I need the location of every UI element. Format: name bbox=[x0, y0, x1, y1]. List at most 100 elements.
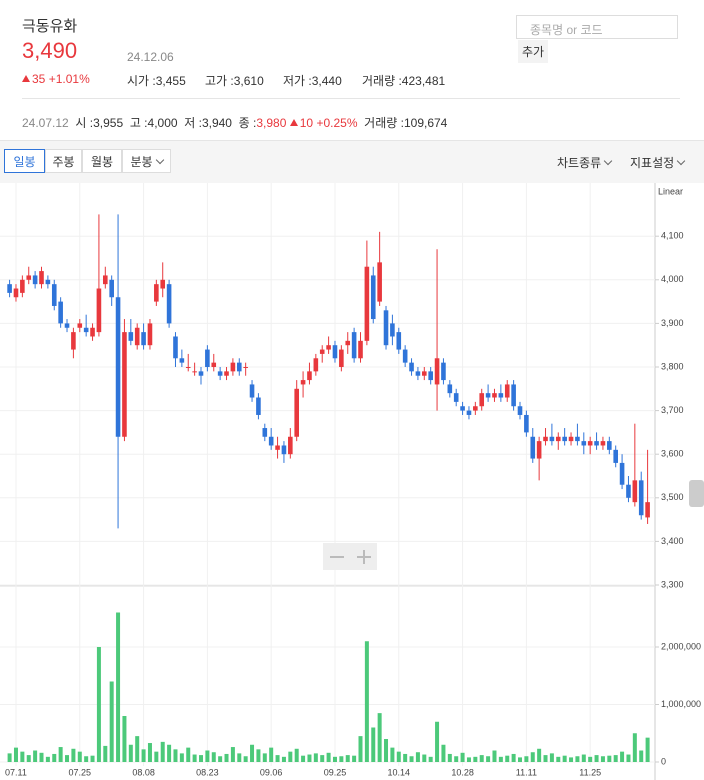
stat-value: 3,440 bbox=[311, 74, 342, 88]
volume-bar bbox=[135, 736, 140, 762]
candle-body bbox=[575, 436, 580, 442]
volume-bar bbox=[422, 754, 427, 762]
search-placeholder: 종목명 or 코드 bbox=[530, 23, 603, 37]
y-tick-label: 3,300 bbox=[661, 579, 684, 589]
volume-bar bbox=[275, 755, 280, 762]
candle-body bbox=[198, 371, 204, 376]
volume-bar bbox=[364, 641, 369, 762]
volume-bar bbox=[390, 747, 395, 762]
volume-bar bbox=[33, 750, 38, 762]
volume-bar bbox=[122, 716, 127, 762]
candle-body bbox=[370, 275, 376, 320]
candle-body bbox=[307, 371, 312, 381]
candle-body bbox=[13, 288, 19, 298]
candle-body bbox=[96, 288, 102, 333]
candle-body bbox=[358, 340, 363, 359]
candle-body bbox=[71, 332, 76, 350]
volume-bar bbox=[90, 755, 95, 762]
volume-bar bbox=[613, 755, 618, 762]
volume-bar bbox=[230, 747, 235, 762]
volume-bar bbox=[639, 750, 644, 762]
volume-bar bbox=[473, 756, 478, 762]
scale-label: Linear bbox=[658, 186, 683, 196]
volume-bar bbox=[301, 755, 306, 762]
candle-body bbox=[166, 284, 172, 324]
candle-body bbox=[613, 449, 618, 463]
y-tick-label: 3,900 bbox=[661, 318, 684, 328]
candle-body bbox=[90, 327, 95, 337]
candle-body bbox=[294, 388, 299, 437]
volume-bar bbox=[326, 752, 331, 762]
hover-date: 24.07.12 bbox=[22, 116, 69, 130]
tab[interactable]: 일봉 bbox=[4, 149, 45, 173]
candle-body bbox=[466, 410, 472, 415]
volume-bar bbox=[141, 749, 146, 762]
tab-label: 월봉 bbox=[90, 155, 114, 169]
candle-body bbox=[530, 436, 536, 459]
hover-label: 종 : bbox=[238, 116, 257, 130]
stat-label: 거래량 : bbox=[362, 74, 402, 88]
candle-body bbox=[332, 345, 338, 359]
chart-type-menu[interactable]: 차트종류 bbox=[557, 154, 613, 171]
volume-bar bbox=[581, 754, 586, 762]
candle-body bbox=[600, 441, 606, 446]
volume-bar bbox=[109, 681, 114, 762]
volume-bar bbox=[84, 756, 89, 762]
candle-body bbox=[524, 414, 529, 433]
volume-bar bbox=[13, 747, 18, 762]
hover-value: 3,980 bbox=[256, 116, 287, 130]
volume-bar bbox=[320, 755, 325, 762]
candle-body bbox=[345, 340, 351, 346]
candle-body bbox=[645, 502, 650, 518]
volume-bar bbox=[218, 756, 223, 762]
volume-bar bbox=[281, 756, 286, 762]
volume-bar bbox=[96, 647, 101, 762]
search-box[interactable]: 종목명 or 코드 bbox=[516, 15, 678, 39]
hover-label: 거래량 : bbox=[364, 116, 404, 130]
y-tick-label: 3,400 bbox=[661, 536, 684, 546]
volume-bar bbox=[147, 743, 152, 762]
candle-body bbox=[543, 436, 548, 442]
volume-bar bbox=[435, 721, 440, 762]
volume-bar bbox=[192, 754, 197, 762]
add-button[interactable]: 추가 bbox=[518, 40, 549, 63]
candle-body bbox=[32, 275, 38, 285]
volume-bar bbox=[505, 755, 510, 762]
stat-value: 423,481 bbox=[401, 74, 446, 88]
volume-bar bbox=[486, 756, 491, 762]
y-tick-label: 4,000 bbox=[661, 274, 684, 284]
y-tick-label: 3,500 bbox=[661, 492, 684, 502]
volume-bar bbox=[415, 752, 420, 762]
scroll-handle[interactable] bbox=[689, 480, 704, 507]
volume-bar bbox=[441, 744, 446, 762]
indicator-menu[interactable]: 지표설정 bbox=[630, 154, 686, 171]
chart: Linear 3,300 3,400 3,500 3,600 3,700 3,800 3,9… bbox=[0, 183, 704, 780]
candle-body bbox=[26, 275, 32, 280]
candle-body bbox=[383, 310, 389, 346]
y2-tick-label: 0 bbox=[661, 756, 666, 766]
candle-body bbox=[275, 445, 280, 450]
volume-bar bbox=[549, 753, 554, 762]
candle-body bbox=[211, 362, 217, 367]
change: 35 +1.01% bbox=[22, 72, 90, 86]
y2-tick-label: 2,000,000 bbox=[661, 641, 701, 651]
candle-body bbox=[390, 323, 395, 337]
tab[interactable]: 월봉 bbox=[82, 149, 122, 173]
tab[interactable]: 분봉 bbox=[122, 149, 171, 173]
volume-bar bbox=[396, 751, 401, 762]
x-tick-label: 10.14 bbox=[388, 767, 411, 777]
hover-label: 고 : bbox=[129, 116, 148, 130]
candle-body bbox=[45, 279, 51, 285]
candle-body bbox=[20, 279, 25, 293]
candle-body bbox=[160, 279, 166, 289]
candle-body bbox=[109, 279, 114, 298]
candle-body bbox=[249, 384, 255, 398]
hover-label: 시 : bbox=[75, 116, 94, 130]
volume-bar bbox=[352, 755, 357, 762]
volume-bar bbox=[339, 756, 344, 762]
zoom-control[interactable] bbox=[323, 543, 377, 570]
tab[interactable]: 주봉 bbox=[45, 149, 82, 173]
candle-body bbox=[134, 327, 140, 346]
candle-body bbox=[39, 271, 44, 285]
candle-body bbox=[64, 323, 70, 328]
